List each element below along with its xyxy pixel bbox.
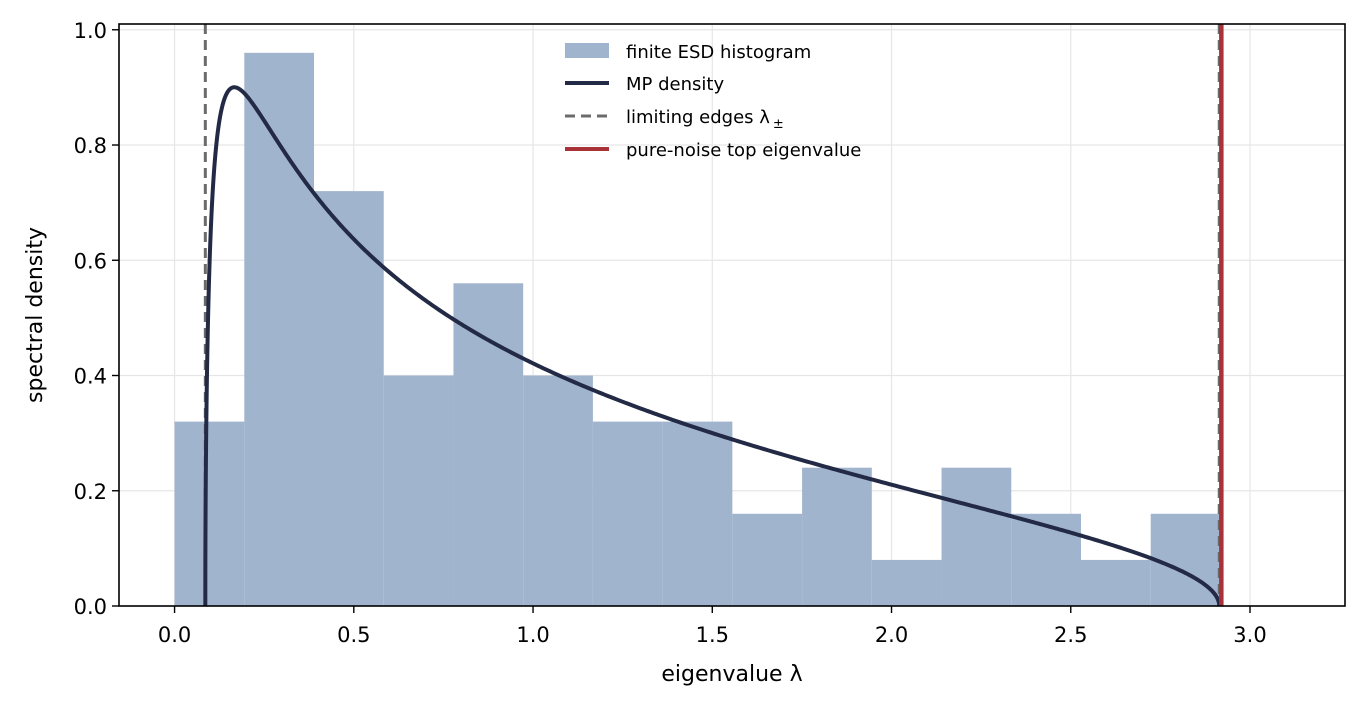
legend-mp-label: MP density (626, 74, 724, 95)
histogram-bar-6 (592, 421, 663, 606)
histogram-bar-13 (1080, 559, 1151, 606)
legend-top-label: pure-noise top eigenvalue (626, 140, 861, 161)
mp-density-layer (203, 85, 1222, 608)
x-tick-label-2: 1.0 (516, 623, 549, 647)
histogram-bar-3 (383, 375, 454, 606)
x-tick-label-0: 0.0 (158, 623, 191, 647)
histogram-bar-7 (662, 421, 733, 606)
y-tick-label-1: 0.2 (74, 480, 107, 504)
x-tick-label-1: 0.5 (337, 623, 370, 647)
y-tick-label-0: 0.0 (74, 595, 107, 619)
y-tick-label-5: 1.0 (74, 19, 107, 43)
legend-edges-label-sub: ± (773, 117, 784, 132)
y-tick-label-4: 0.8 (74, 134, 107, 158)
x-tick-label-3: 1.5 (696, 623, 729, 647)
histogram-bar-8 (732, 513, 803, 606)
histogram-bar-14 (1150, 513, 1221, 606)
x-tick-label-5: 2.5 (1054, 623, 1087, 647)
histogram-bar-0 (174, 421, 245, 606)
y-axis-ticks: 0.0 0.2 0.4 0.6 0.8 1.0 (74, 19, 119, 619)
histogram-bar-12 (1011, 513, 1081, 606)
histogram-bar-2 (314, 191, 384, 606)
x-axis-label: eigenvalue λ (661, 662, 802, 687)
histogram-bar-5 (523, 375, 593, 606)
x-axis-ticks: 0.0 0.5 1.0 1.5 2.0 2.5 3.0 (158, 606, 1267, 647)
legend-hist-swatch (565, 43, 609, 58)
legend-hist-label: finite ESD histogram (626, 42, 811, 63)
y-tick-label-2: 0.4 (74, 365, 107, 389)
histogram-bar-4 (453, 283, 524, 606)
histogram-bar-11 (941, 467, 1012, 606)
histogram-bars (174, 52, 1221, 606)
legend-edges-label-main: limiting edges λ (626, 107, 770, 128)
plot-area (119, 24, 1345, 608)
y-tick-label-3: 0.6 (74, 249, 107, 273)
y-axis-label: spectral density (23, 227, 48, 403)
axes-frame (118, 23, 1346, 607)
x-tick-label-6: 3.0 (1233, 623, 1266, 647)
histogram-bar-1 (244, 52, 315, 606)
histogram-bar-10 (871, 559, 942, 606)
legend-edges-label: limiting edges λ ± (626, 107, 784, 132)
histogram-bar-9 (802, 467, 872, 606)
x-tick-label-4: 2.0 (875, 623, 908, 647)
legend: finite ESD histogram MP density limiting… (565, 42, 861, 161)
mp-density-curve (203, 85, 1222, 608)
